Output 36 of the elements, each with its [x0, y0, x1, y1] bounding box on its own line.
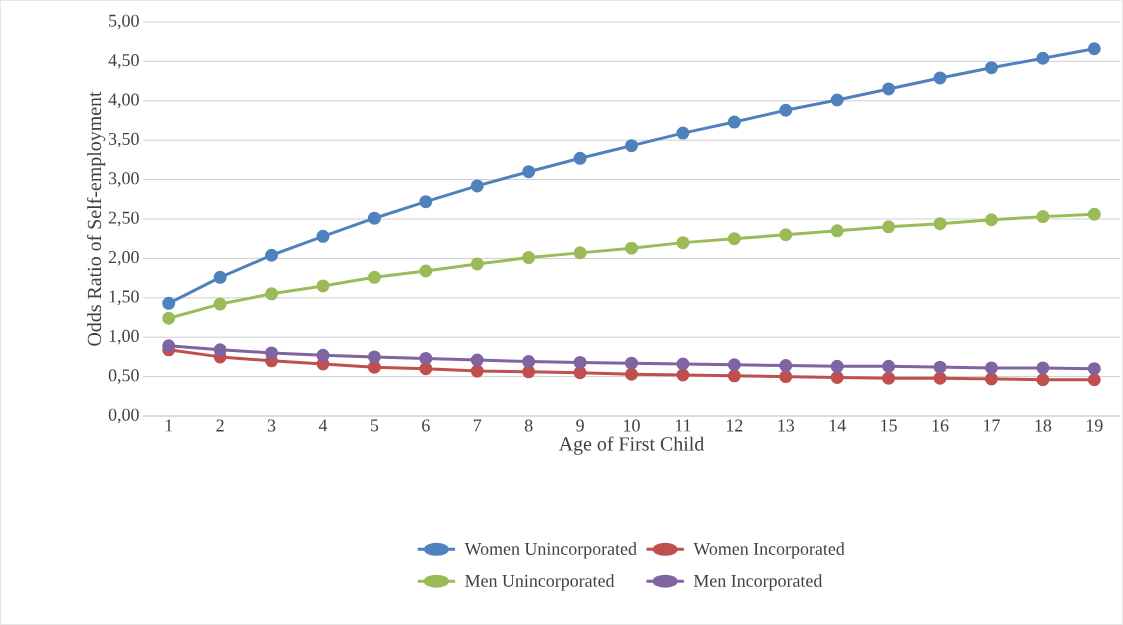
x-tick-label: 12: [726, 419, 743, 432]
y-tick-label: 2,50: [108, 211, 139, 227]
y-tick-label: 3,50: [108, 132, 139, 148]
x-tick-label: 14: [829, 419, 846, 432]
x-tick-label: 7: [473, 419, 482, 432]
legend-label: Men Incorporated: [693, 574, 823, 591]
y-tick-label: 4,50: [108, 54, 139, 69]
x-tick-label: 3: [267, 419, 276, 432]
y-tick-label: 1,00: [109, 329, 139, 345]
legend-label: Women Unincorporated: [464, 542, 637, 559]
y-tick-label: 5,00: [109, 14, 139, 30]
x-tick-label: 2: [216, 419, 224, 432]
x-tick-label: 5: [370, 419, 379, 432]
x-tick-label: 17: [984, 419, 1000, 432]
x-tick-label: 15: [881, 419, 897, 432]
x-tick-label: 9: [576, 419, 584, 432]
x-tick-label: 8: [524, 419, 533, 432]
legend-label: Men Unincorporated: [465, 574, 615, 591]
x-tick-label: 19: [1086, 419, 1103, 432]
x-tick-label: 18: [1035, 419, 1052, 432]
y-axis-title: Odds Ratio of Self-employment: [86, 91, 106, 346]
x-tick-label: 11: [675, 419, 691, 432]
x-tick-label: 13: [778, 419, 795, 432]
x-tick-label: 10: [624, 419, 640, 432]
y-tick-label: 3,00: [108, 172, 139, 187]
y-tick-label: 2,00: [108, 251, 139, 266]
x-tick-label: 1: [165, 419, 173, 432]
y-tick-label: 0,00: [108, 408, 139, 424]
y-tick-label: 1,50: [109, 290, 139, 306]
y-tick-label: 4,00: [108, 93, 139, 109]
y-tick-label: 0,50: [108, 369, 139, 384]
x-tick-label: 4: [318, 419, 328, 432]
x-tick-label: 6: [422, 419, 430, 432]
legend-label: Women Incorporated: [693, 542, 845, 559]
x-tick-label: 16: [932, 419, 949, 432]
x-axis-title: Age of First Child: [558, 436, 705, 455]
